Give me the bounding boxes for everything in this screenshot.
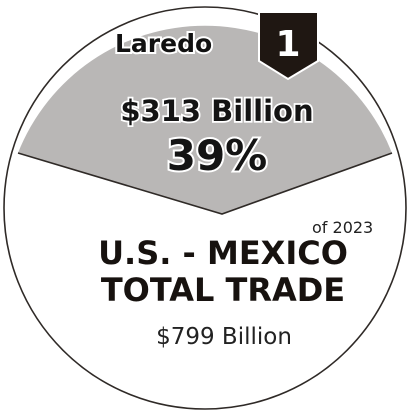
city-label: Laredo xyxy=(115,29,212,58)
wedge-divider-line xyxy=(17,152,393,215)
total-trade-value: $799 Billion xyxy=(156,324,292,350)
rank-number: 1 xyxy=(275,24,300,65)
laredo-trade-amount: $313 Billion xyxy=(120,94,313,128)
circle-outline xyxy=(3,6,407,410)
title-line-2: TOTAL TRADE xyxy=(101,271,345,309)
laredo-trade-percent: 39% xyxy=(167,131,268,180)
chevron-shield-badge-icon xyxy=(258,11,319,81)
title-line-1: U.S. - MEXICO xyxy=(98,234,348,272)
rank-badge: 1 xyxy=(258,11,319,81)
trade-year-label: of 2023 xyxy=(312,218,373,237)
